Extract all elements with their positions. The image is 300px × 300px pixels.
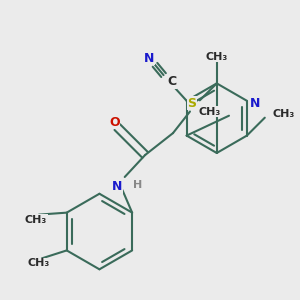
Text: O: O [109, 116, 120, 129]
Text: CH₃: CH₃ [28, 258, 50, 268]
Text: N: N [144, 52, 154, 64]
Text: CH₃: CH₃ [206, 52, 228, 61]
Text: S: S [188, 97, 196, 110]
Text: CH₃: CH₃ [25, 214, 47, 225]
Text: N: N [112, 180, 122, 193]
Text: CH₃: CH₃ [273, 109, 295, 119]
Text: N: N [250, 97, 260, 110]
Text: CH₃: CH₃ [199, 107, 221, 117]
Text: H: H [133, 180, 142, 190]
Text: C: C [167, 75, 176, 88]
